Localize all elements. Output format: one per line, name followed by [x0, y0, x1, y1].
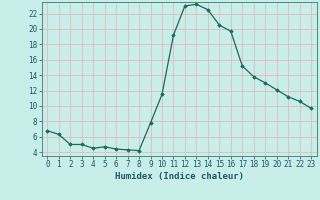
X-axis label: Humidex (Indice chaleur): Humidex (Indice chaleur) [115, 172, 244, 181]
